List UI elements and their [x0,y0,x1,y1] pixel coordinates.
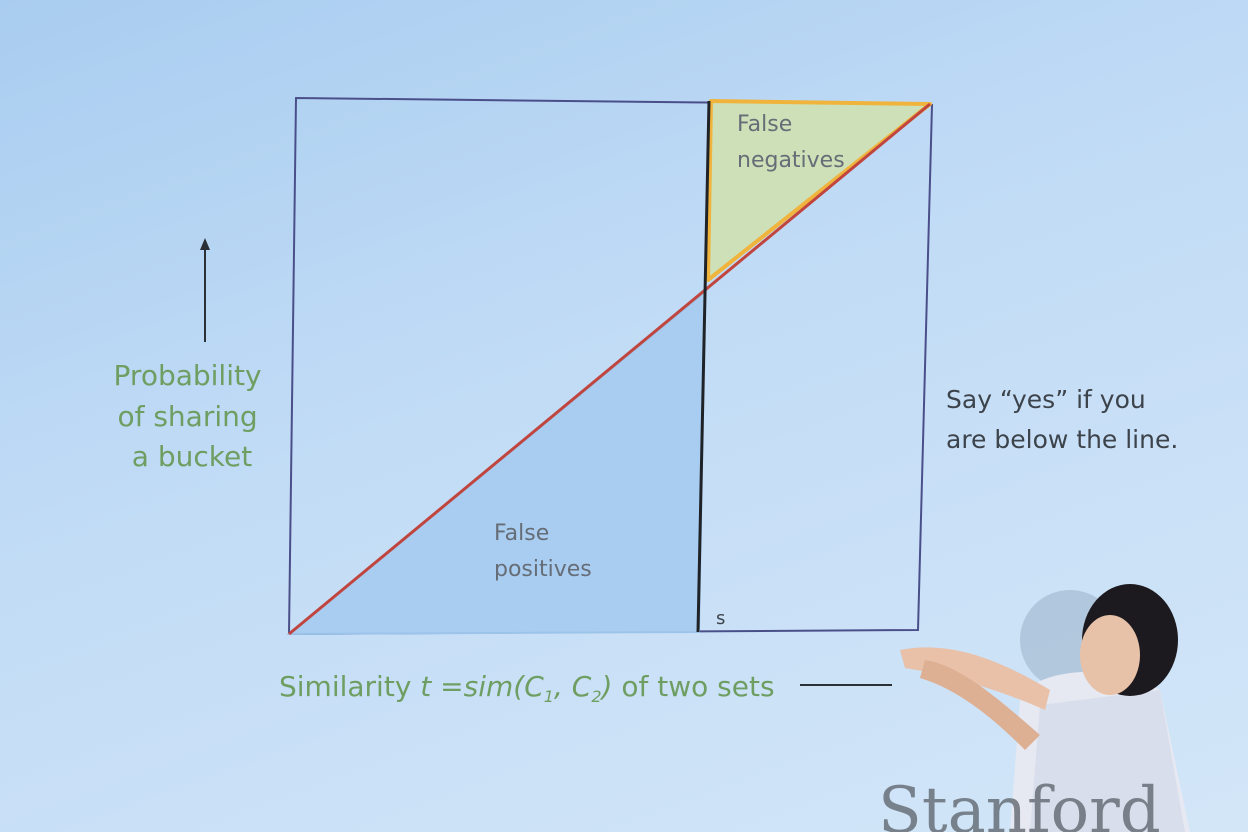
false-positives-line-2: positives [494,557,592,582]
y-axis-label-line-2: of sharing [117,400,257,433]
x-axis-label-sim: sim(C [464,670,545,703]
x-axis-label-suffix: of two sets [612,670,774,703]
side-note: Say “yes” if you are below the line. [946,385,1178,454]
x-axis-label-comma: , C [554,670,592,703]
x-axis-label-sub1: 1 [544,687,554,706]
false-negatives-label: False negatives [737,112,845,173]
threshold-label: s [716,608,725,629]
presenter-figure [900,584,1190,832]
side-note-line-1: Say “yes” if you [946,385,1146,414]
false-positives-line-1: False [494,521,549,546]
y-axis-label-line-3: a bucket [132,440,252,473]
x-axis-label-eq: = [431,670,463,703]
y-axis-label-line-1: Probability [114,359,262,392]
footer-logo: Stanford [878,774,1161,832]
threshold-line [696,100,711,633]
x-axis-label-sub2: 2 [591,687,601,706]
false-negatives-region [706,99,932,282]
x-axis-label: Similarity t =sim(C1, C2) of two sets [279,670,775,706]
false-negatives-line-1: False [737,112,792,137]
x-axis-label-t: t [420,670,432,703]
false-positives-label: False positives [494,521,592,582]
false-negatives-line-2: negatives [737,148,845,173]
x-axis-label-close: ) [600,670,613,703]
probability-diagonal [288,102,931,636]
y-axis-arrow-icon [200,238,210,342]
side-note-line-2: are below the line. [946,425,1178,454]
x-axis-label-prefix: Similarity [279,670,420,703]
y-axis-label: Probability of sharing a bucket [114,359,271,473]
